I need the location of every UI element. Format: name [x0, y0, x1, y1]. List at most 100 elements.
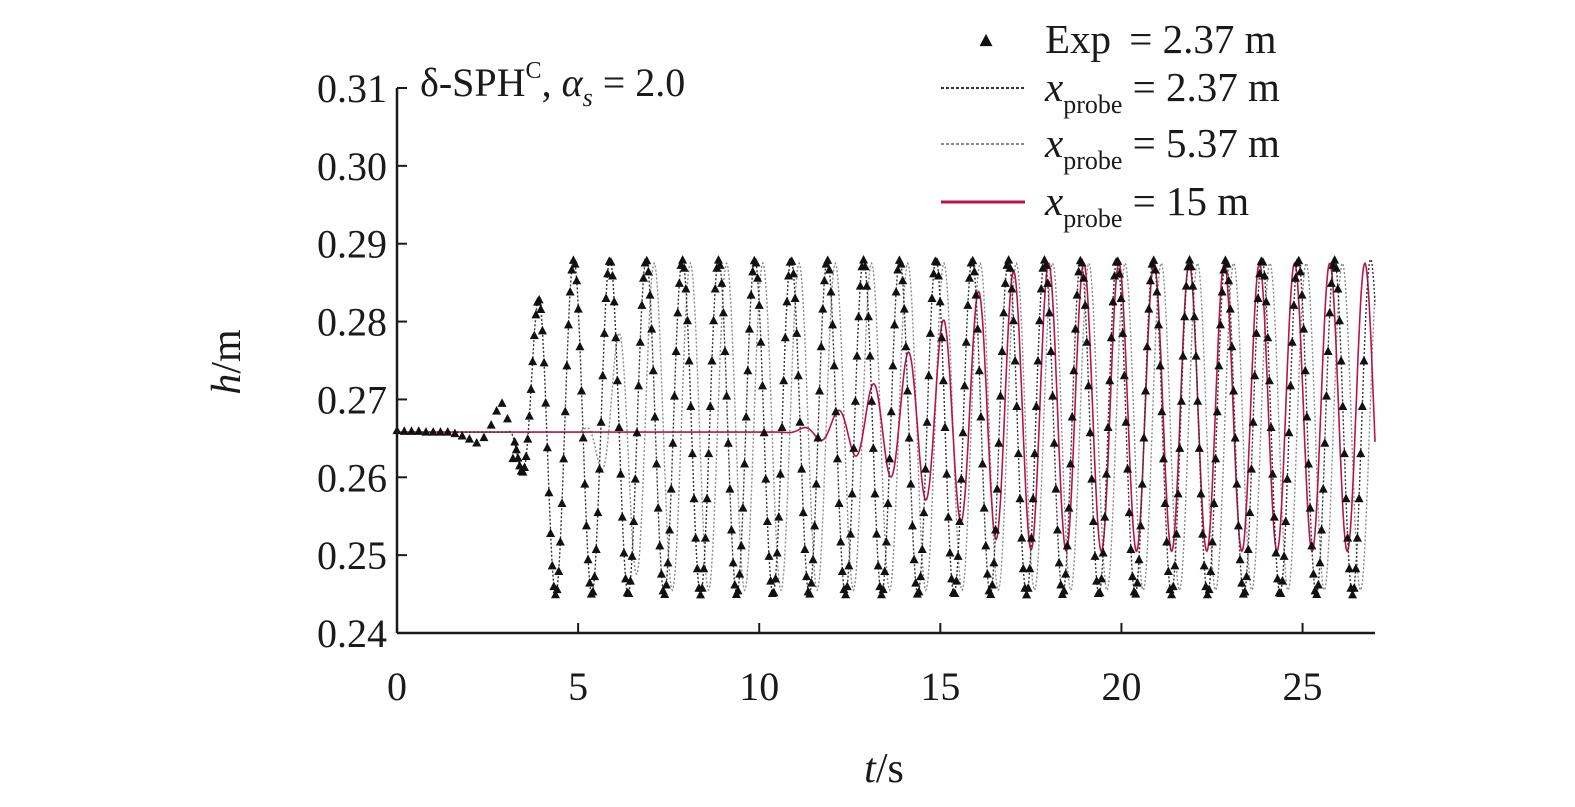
exp-point: [816, 341, 826, 351]
exp-point: [909, 554, 919, 564]
exp-point: [661, 579, 671, 589]
exp-point: [1173, 488, 1183, 498]
exp-point: [947, 573, 957, 583]
exp-point: [793, 370, 803, 380]
exp-point: [1126, 544, 1136, 553]
exp-point: [1356, 448, 1366, 458]
exp-point: [1266, 422, 1276, 431]
exp-point: [720, 346, 730, 355]
exp-point: [903, 385, 913, 395]
exp-point: [428, 427, 438, 436]
exp-point: [1286, 380, 1296, 390]
exp-point: [1088, 516, 1098, 526]
exp-point: [769, 587, 779, 597]
exp-point: [1033, 355, 1043, 365]
exp-point: [777, 422, 787, 431]
exp-point: [1070, 324, 1080, 333]
exp-point: [787, 256, 797, 265]
exp-point: [1083, 380, 1093, 390]
exp-point: [801, 571, 811, 581]
exp-point: [627, 551, 637, 560]
exp-point: [919, 507, 929, 517]
exp-point: [986, 589, 996, 599]
exp-point: [681, 283, 691, 293]
exp-point: [863, 311, 873, 321]
exp-point: [1245, 507, 1255, 517]
exp-point: [968, 255, 978, 265]
exp-point: [1302, 411, 1312, 421]
exp-point: [692, 563, 702, 573]
exp-point: [886, 406, 896, 416]
legend-triangle-marker: [979, 33, 993, 47]
exp-point: [940, 422, 950, 431]
exp-point: [865, 351, 875, 360]
exp-point: [1193, 396, 1203, 405]
exp-point: [1336, 355, 1346, 365]
y-tick-label: 0.25: [317, 533, 387, 578]
exp-point: [1100, 512, 1110, 521]
exp-point: [1331, 263, 1341, 272]
exp-point: [1116, 293, 1126, 302]
y-tick-label: 0.26: [317, 455, 387, 500]
exp-point: [653, 503, 663, 512]
exp-point: [1103, 422, 1113, 431]
exp-point: [1335, 315, 1345, 325]
exp-point: [643, 266, 653, 276]
exp-point: [702, 493, 712, 503]
exp-point: [1300, 365, 1310, 375]
exp-point: [953, 551, 963, 560]
exp-point: [1132, 578, 1142, 587]
exp-point: [625, 576, 635, 585]
exp-point: [1354, 493, 1364, 503]
exp-point: [829, 360, 839, 370]
exp-point: [1095, 587, 1105, 597]
exp-point: [1025, 563, 1035, 573]
exp-point: [1227, 341, 1237, 351]
exp-point: [1282, 474, 1292, 483]
exp-point: [614, 422, 624, 431]
exp-point: [1178, 351, 1188, 360]
exp-point: [1043, 278, 1053, 287]
exp-point: [1121, 417, 1131, 426]
exp-point: [1242, 571, 1252, 581]
exp-point: [943, 512, 953, 521]
exp-point: [728, 557, 738, 567]
exp-point: [642, 255, 652, 265]
exp-point: [766, 576, 776, 585]
exp-point: [792, 328, 802, 337]
exp-point: [811, 479, 821, 488]
exp-point: [1186, 261, 1196, 271]
exp-point: [1172, 529, 1182, 538]
exp-point: [593, 507, 603, 517]
exp-point: [753, 273, 763, 282]
exp-point: [1277, 576, 1287, 585]
exp-point: [761, 474, 771, 483]
exp-point: [1137, 479, 1147, 488]
exp-point: [1317, 524, 1327, 534]
exp-point: [1162, 536, 1172, 546]
exp-point: [577, 385, 587, 395]
exp-point: [841, 589, 851, 599]
exp-point: [1013, 448, 1023, 458]
exp-point: [1235, 554, 1245, 564]
exp-point: [1144, 304, 1154, 313]
exp-point: [709, 315, 719, 325]
exp-point: [523, 434, 533, 443]
exp-point: [630, 474, 640, 483]
exp-point: [1022, 589, 1032, 599]
exp-point: [942, 469, 952, 478]
exp-point: [1154, 319, 1164, 329]
exp-point: [951, 576, 961, 585]
exp-point: [868, 443, 878, 452]
exp-point: [1062, 540, 1072, 550]
exp-point: [859, 255, 869, 264]
exp-point: [790, 293, 800, 302]
legend-item-0: Exp = 2.37 m: [979, 16, 1277, 62]
exp-point: [617, 512, 627, 521]
exp-point: [715, 260, 725, 269]
exp-point: [486, 420, 496, 429]
exp-point: [1219, 264, 1229, 274]
exp-point: [542, 442, 552, 452]
y-tick-label: 0.24: [317, 611, 387, 656]
exp-point: [1237, 578, 1247, 587]
